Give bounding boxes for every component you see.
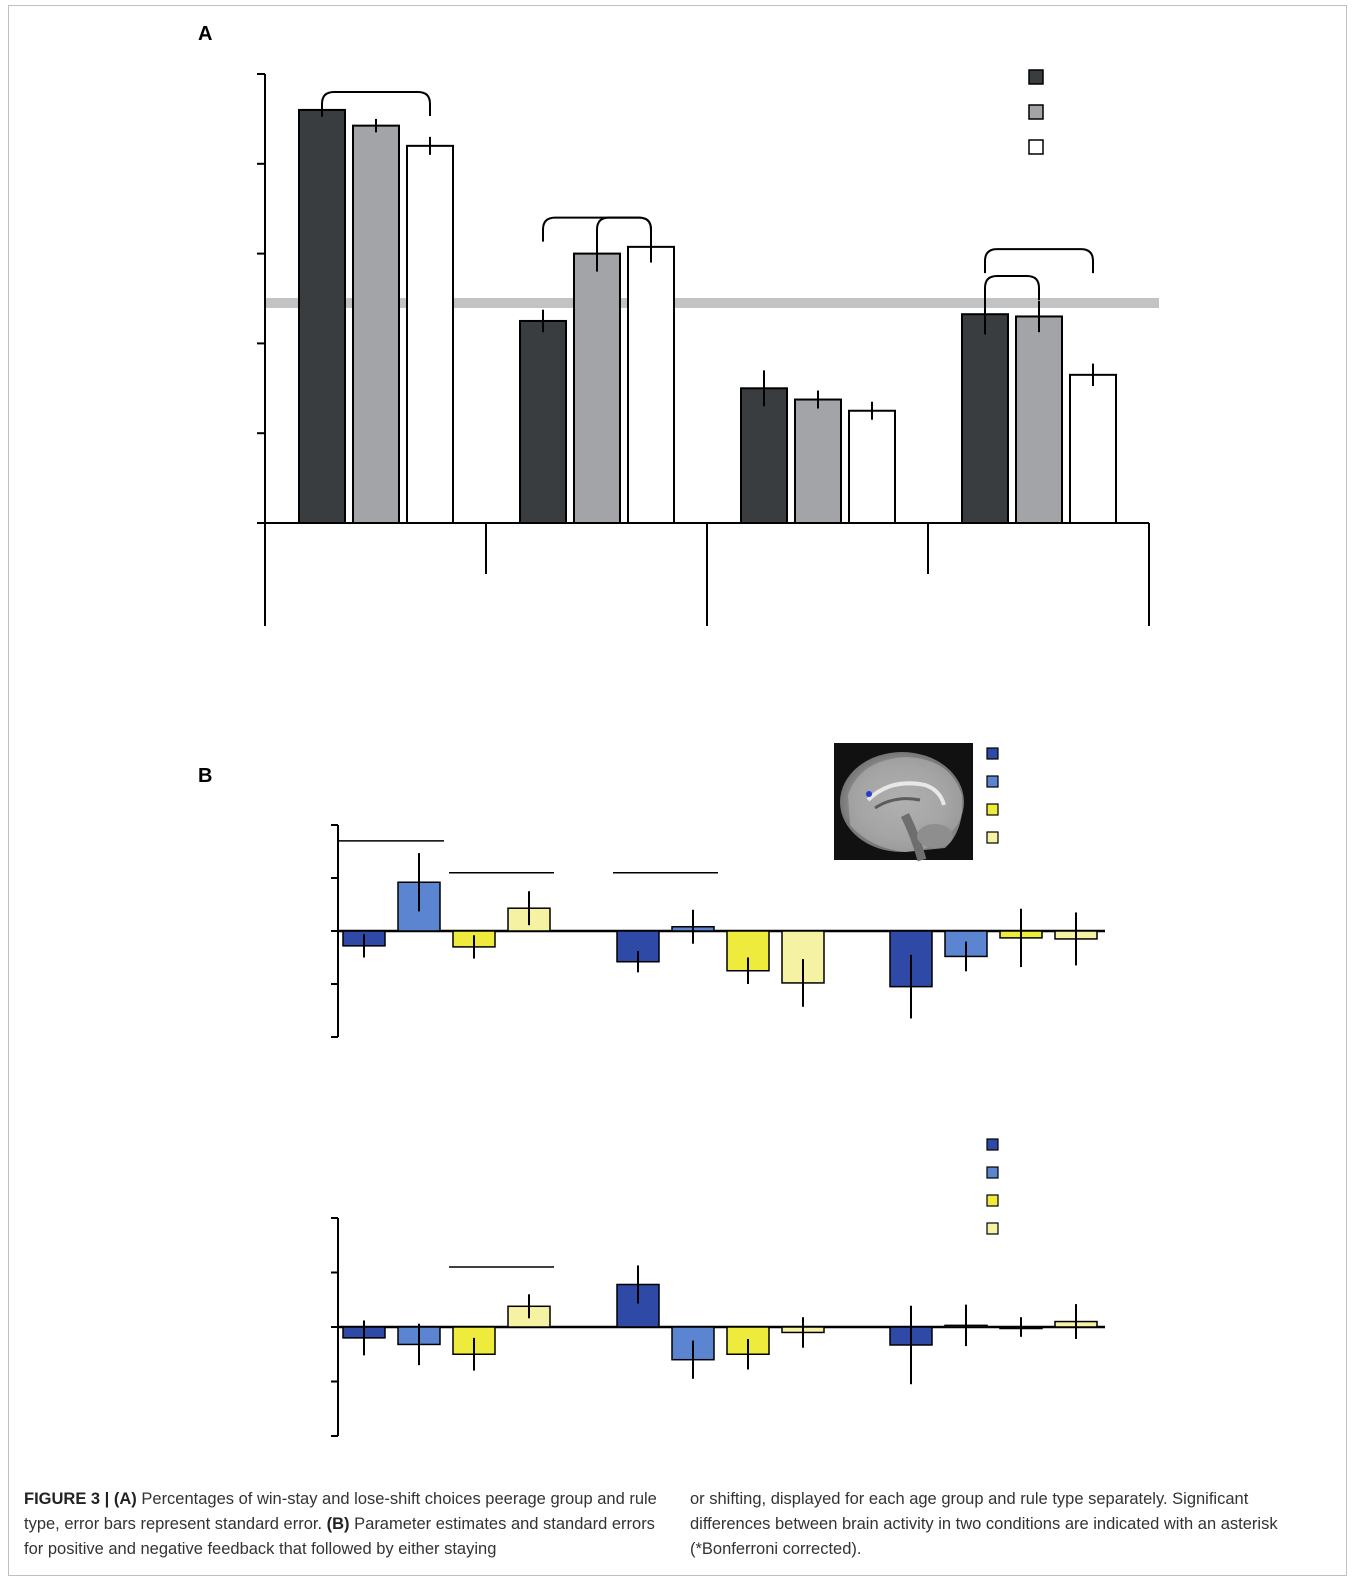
caption-text-b: Parameter estimates and standard errors … xyxy=(24,1515,655,1558)
bar-adolescents xyxy=(794,398,842,524)
legend-swatch-lose-shift xyxy=(986,1222,999,1235)
panel-b-alternative-rule-chart xyxy=(331,1138,1105,1437)
legend-swatch-adults xyxy=(1028,69,1044,85)
legend-swatch-win-stay xyxy=(986,1138,999,1151)
bar-adults xyxy=(961,313,1009,524)
bar-children xyxy=(1069,373,1117,524)
caption-text-continued: or shifting, displayed for each age grou… xyxy=(690,1490,1278,1558)
panel-b-correct-rule-chart xyxy=(331,747,1105,1038)
bar-children xyxy=(848,409,896,524)
legend-swatch-adolescents xyxy=(1028,104,1044,120)
bar-adults xyxy=(740,387,788,524)
panel-b-letter: B xyxy=(198,765,212,787)
panel-a-letter: A xyxy=(198,23,212,45)
legend-swatch-lose-stay xyxy=(986,803,999,816)
bar-adults xyxy=(298,108,346,524)
significance-bracket xyxy=(596,216,652,242)
caption-column-1: FIGURE 3 | (A) Percentages of win-stay a… xyxy=(24,1487,664,1562)
caption-lead: FIGURE 3 | (A) xyxy=(24,1490,137,1508)
legend-swatch-children xyxy=(1028,139,1044,155)
reference-line-50 xyxy=(265,297,1159,308)
bar-adolescents xyxy=(1015,315,1063,524)
bar-adults xyxy=(519,319,567,525)
legend-swatch-lose-shift xyxy=(986,831,999,844)
legend-swatch-win-shift xyxy=(986,775,999,788)
caption-text-a: Percentages of win-stay and lose-shift c… xyxy=(24,1490,657,1533)
bar-adolescents xyxy=(573,252,621,524)
significance-bracket xyxy=(984,248,1094,274)
legend-swatch-lose-stay xyxy=(986,1194,999,1207)
caption-column-2: or shifting, displayed for each age grou… xyxy=(690,1487,1330,1562)
bar-children xyxy=(406,144,454,524)
roi-marker xyxy=(866,791,872,797)
bar-adolescents xyxy=(352,124,400,524)
significance-bracket xyxy=(321,90,431,116)
legend-swatch-win-shift xyxy=(986,1166,999,1179)
brain-inset-image xyxy=(834,743,973,862)
panel-a-chart: A xyxy=(198,23,1159,626)
bar-children xyxy=(627,245,675,525)
figure-frame xyxy=(8,5,1347,1576)
caption-lead-b: (B) xyxy=(326,1515,350,1533)
legend-swatch-win-stay xyxy=(986,747,999,760)
significance-bracket xyxy=(984,275,1040,301)
